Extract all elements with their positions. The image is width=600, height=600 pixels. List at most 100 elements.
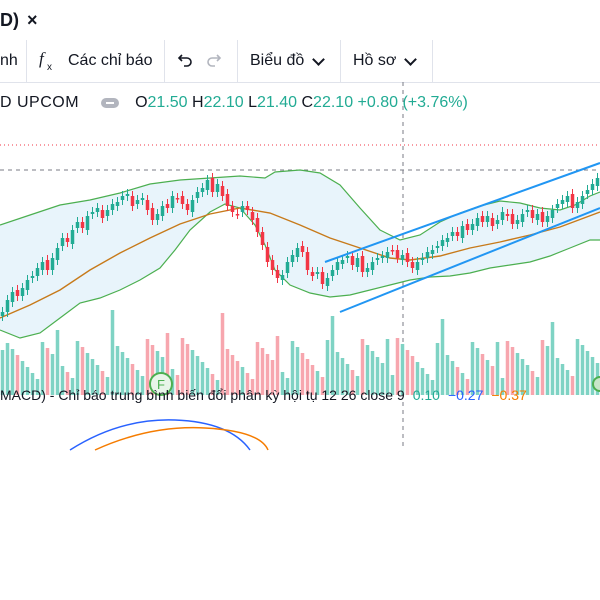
- volume-bar: [475, 348, 480, 395]
- volume-bar: [80, 347, 85, 395]
- volume-bar: [515, 353, 520, 395]
- indicators-label: Các chỉ báo: [68, 52, 153, 69]
- volume-bar: [230, 355, 235, 395]
- candle-body: [150, 208, 155, 220]
- low-label: L: [248, 94, 257, 111]
- toolbar-divider: [340, 40, 341, 82]
- candle-body: [95, 208, 100, 212]
- candle-body: [415, 262, 420, 270]
- candle-body: [225, 194, 230, 206]
- volume-bar: [270, 360, 275, 395]
- candle-body: [335, 262, 340, 270]
- volume-bar: [300, 353, 305, 395]
- trendline-lower: [339, 207, 600, 313]
- candle-body: [455, 232, 460, 236]
- symbol-legend: D UPCOM O21.50 H22.10 L21.40 C22.10 +0.8…: [0, 92, 468, 114]
- volume-bar: [130, 364, 135, 395]
- candle-body: [485, 216, 490, 222]
- profile-menu-button[interactable]: Hồ sơ: [353, 40, 418, 82]
- volume-bar: [350, 370, 355, 395]
- chart-tab[interactable]: D) ×: [0, 8, 38, 32]
- candle-body: [210, 178, 215, 192]
- candle-body: [390, 250, 395, 252]
- candle-body: [375, 258, 380, 260]
- volume-bar: [110, 310, 115, 395]
- volume-bar: [320, 377, 325, 395]
- candle-body: [575, 202, 580, 208]
- volume-bar: [430, 380, 435, 395]
- collapse-legend-icon[interactable]: [101, 98, 120, 108]
- volume-bar: [135, 370, 140, 395]
- candle-body: [195, 192, 200, 198]
- volume-bar: [185, 344, 190, 395]
- candle-body: [565, 196, 570, 202]
- volume-bar: [335, 352, 340, 395]
- volume-bar: [450, 361, 455, 395]
- candle-body: [55, 248, 60, 260]
- macd-signal-value: −0.37: [491, 387, 527, 403]
- close-icon[interactable]: ×: [27, 9, 38, 30]
- undo-button[interactable]: [174, 40, 194, 82]
- volume-bar: [65, 372, 70, 395]
- volume-bar: [330, 316, 335, 395]
- volume-bar: [425, 374, 430, 395]
- volume-bar: [275, 336, 280, 395]
- candle-body: [125, 194, 130, 196]
- volume-bar: [540, 340, 545, 395]
- candle-body: [170, 196, 175, 208]
- volume-bar: [195, 356, 200, 395]
- volume-bar: [125, 358, 130, 395]
- candle-body: [255, 218, 260, 232]
- candle-body: [535, 214, 540, 220]
- candle-body: [50, 258, 55, 270]
- candle-body: [250, 212, 255, 220]
- volume-bar: [520, 359, 525, 395]
- candle-body: [240, 206, 245, 212]
- redo-button[interactable]: [205, 40, 225, 82]
- bollinger-basis: [0, 207, 600, 319]
- volume-bar: [310, 365, 315, 395]
- volume-bar: [530, 371, 535, 395]
- candle-body: [425, 252, 430, 258]
- candle-body: [45, 260, 50, 270]
- volume-bar: [325, 340, 330, 395]
- close-value: 22.10: [313, 94, 354, 111]
- volume-bar: [470, 342, 475, 395]
- candle-body: [295, 248, 300, 257]
- volume-bar: [420, 368, 425, 395]
- candle-body: [555, 204, 560, 208]
- volume-bar: [30, 373, 35, 395]
- macd-line-value: −0.27: [447, 387, 484, 403]
- volume-bar: [40, 342, 45, 395]
- macd-title[interactable]: MACD) - Chỉ báo trung bình biến đổi phân…: [0, 387, 405, 403]
- candle-body: [410, 262, 415, 268]
- volume-bar: [410, 356, 415, 395]
- macd-line: [69, 419, 251, 451]
- symbol-name[interactable]: D UPCOM: [0, 94, 80, 111]
- candle-body: [530, 210, 535, 218]
- volume-bar: [260, 348, 265, 395]
- volume-bar: [55, 330, 60, 395]
- candle-body: [35, 268, 40, 276]
- timeframe-button[interactable]: nh: [0, 40, 18, 82]
- candle-body: [385, 252, 390, 258]
- volume-bar: [165, 333, 170, 395]
- candle-body: [245, 206, 250, 210]
- candle-body: [570, 194, 575, 208]
- candle-body: [515, 220, 520, 224]
- candle-body: [285, 262, 290, 273]
- volume-bar: [570, 376, 575, 395]
- volume-bar: [560, 364, 565, 395]
- chart-menu-button[interactable]: Biểu đồ: [250, 40, 326, 82]
- volume-bar: [115, 346, 120, 395]
- volume-bar: [390, 375, 395, 395]
- candle-body: [280, 275, 285, 280]
- chart-menu-label: Biểu đồ: [250, 52, 305, 69]
- candle-body: [550, 210, 555, 218]
- volume-bar: [400, 344, 405, 395]
- candle-body: [100, 210, 105, 218]
- candle-body: [60, 238, 65, 246]
- indicators-button[interactable]: f x Các chỉ báo: [38, 40, 153, 82]
- volume-bar: [395, 338, 400, 395]
